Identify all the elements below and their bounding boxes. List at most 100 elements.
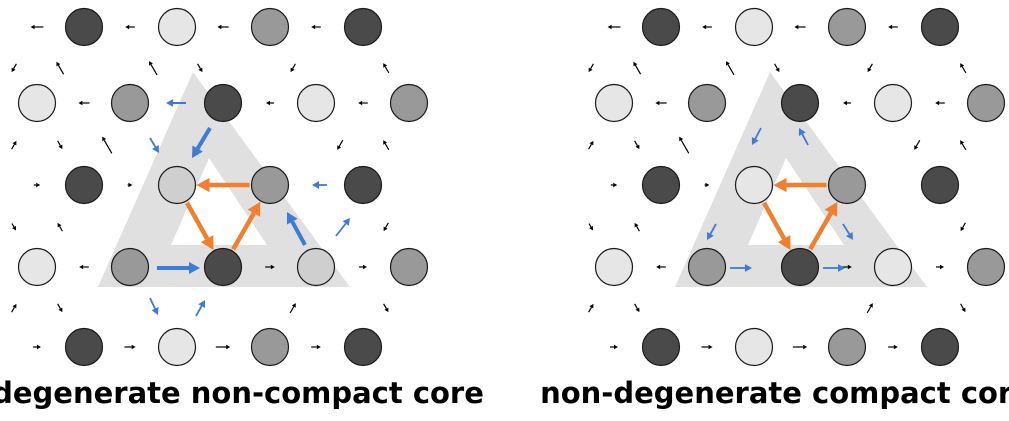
current-arrow — [57, 303, 63, 313]
arrow-head — [846, 232, 853, 240]
arrow-shaft — [709, 223, 717, 235]
site-circle — [966, 247, 1006, 287]
current-arrow — [78, 100, 90, 106]
site-circle — [594, 247, 634, 287]
current-arrow — [215, 344, 231, 350]
arrow-head — [12, 303, 17, 309]
current-arrow — [157, 261, 200, 275]
site-circle — [343, 7, 383, 47]
current-arrow — [265, 264, 275, 270]
arrow-head — [777, 235, 791, 250]
arrow-head — [58, 144, 63, 150]
current-arrow — [11, 223, 16, 231]
current-arrow — [102, 136, 113, 154]
current-arrow — [610, 182, 618, 188]
current-arrow — [125, 24, 135, 30]
arrow-head — [363, 264, 367, 270]
site-circle — [920, 165, 960, 205]
arrow-shaft — [634, 64, 642, 75]
arrow-head — [794, 24, 799, 30]
arrow-shaft — [149, 137, 157, 148]
site-circle — [920, 327, 960, 367]
current-arrow — [33, 344, 41, 350]
current-arrow — [359, 264, 367, 270]
arrow-head — [655, 100, 660, 106]
current-arrow — [286, 212, 307, 246]
arrow-shaft — [185, 201, 210, 240]
arrow-shaft — [338, 139, 344, 147]
arrow-shaft — [915, 139, 921, 147]
arrow-head — [613, 182, 618, 188]
arrow-head — [198, 67, 203, 73]
arrow-shaft — [289, 306, 295, 314]
site-circle — [389, 83, 429, 123]
site-circle — [157, 165, 197, 205]
current-arrow — [588, 223, 593, 231]
current-arrow — [30, 24, 44, 30]
core-currents — [185, 177, 261, 251]
arrow-head — [847, 264, 852, 270]
arrow-head — [614, 344, 618, 350]
arrow-shaft — [383, 303, 387, 309]
current-arrow — [11, 140, 17, 150]
current-arrow — [808, 201, 838, 251]
site-circle — [734, 327, 774, 367]
arrow-shaft — [57, 140, 61, 146]
site-circle — [17, 247, 57, 287]
arrow-head — [270, 264, 275, 270]
arrow-head — [589, 140, 594, 146]
arrow-head — [607, 24, 612, 30]
site-circle — [296, 247, 336, 287]
arrow-head — [383, 63, 388, 68]
arrow-head — [935, 100, 940, 106]
arrow-shaft — [11, 223, 15, 228]
arrow-shaft — [962, 222, 966, 228]
current-arrow — [634, 222, 640, 232]
current-arrow — [11, 63, 17, 73]
arrow-shaft — [11, 144, 15, 150]
current-arrow — [960, 63, 967, 74]
current-arrow — [866, 303, 873, 314]
current-arrow — [634, 140, 640, 150]
arrow-shaft — [762, 201, 787, 240]
arrow-head — [960, 226, 965, 232]
site-circle — [641, 165, 681, 205]
arrow-shaft — [149, 297, 156, 310]
site-circle — [641, 7, 681, 47]
arrow-head — [200, 235, 214, 250]
arrow-head — [189, 261, 200, 275]
current-arrow — [56, 61, 65, 75]
arrow-shaft — [11, 307, 15, 313]
arrow-head — [702, 24, 707, 30]
current-arrow — [311, 344, 321, 350]
arrow-head — [893, 344, 898, 350]
arrow-shaft — [385, 222, 389, 228]
site-circle — [64, 165, 104, 205]
arrow-shaft — [197, 63, 201, 69]
current-arrow — [704, 182, 710, 188]
arrow-shaft — [588, 307, 592, 313]
panel-non-degenerate-compact-core — [588, 7, 1006, 367]
site-circle — [64, 7, 104, 47]
site-circle — [873, 247, 913, 287]
site-circle — [250, 165, 290, 205]
arrow-head — [37, 344, 41, 350]
site-circle — [17, 83, 57, 123]
site-circle — [110, 247, 150, 287]
site-circle — [157, 327, 197, 367]
arrow-head — [358, 100, 363, 106]
secondary-currents — [149, 99, 350, 317]
current-arrow — [888, 344, 898, 350]
arrow-shaft — [588, 144, 592, 150]
arrow-head — [125, 24, 130, 30]
site-circle — [343, 165, 383, 205]
site-circle — [594, 83, 634, 123]
arrow-shaft — [808, 212, 833, 251]
current-arrow — [867, 63, 873, 73]
current-arrow — [196, 177, 250, 193]
current-arrow — [707, 223, 717, 240]
arrow-shaft — [57, 303, 61, 309]
arrow-head — [311, 24, 316, 30]
current-arrow — [588, 303, 594, 313]
